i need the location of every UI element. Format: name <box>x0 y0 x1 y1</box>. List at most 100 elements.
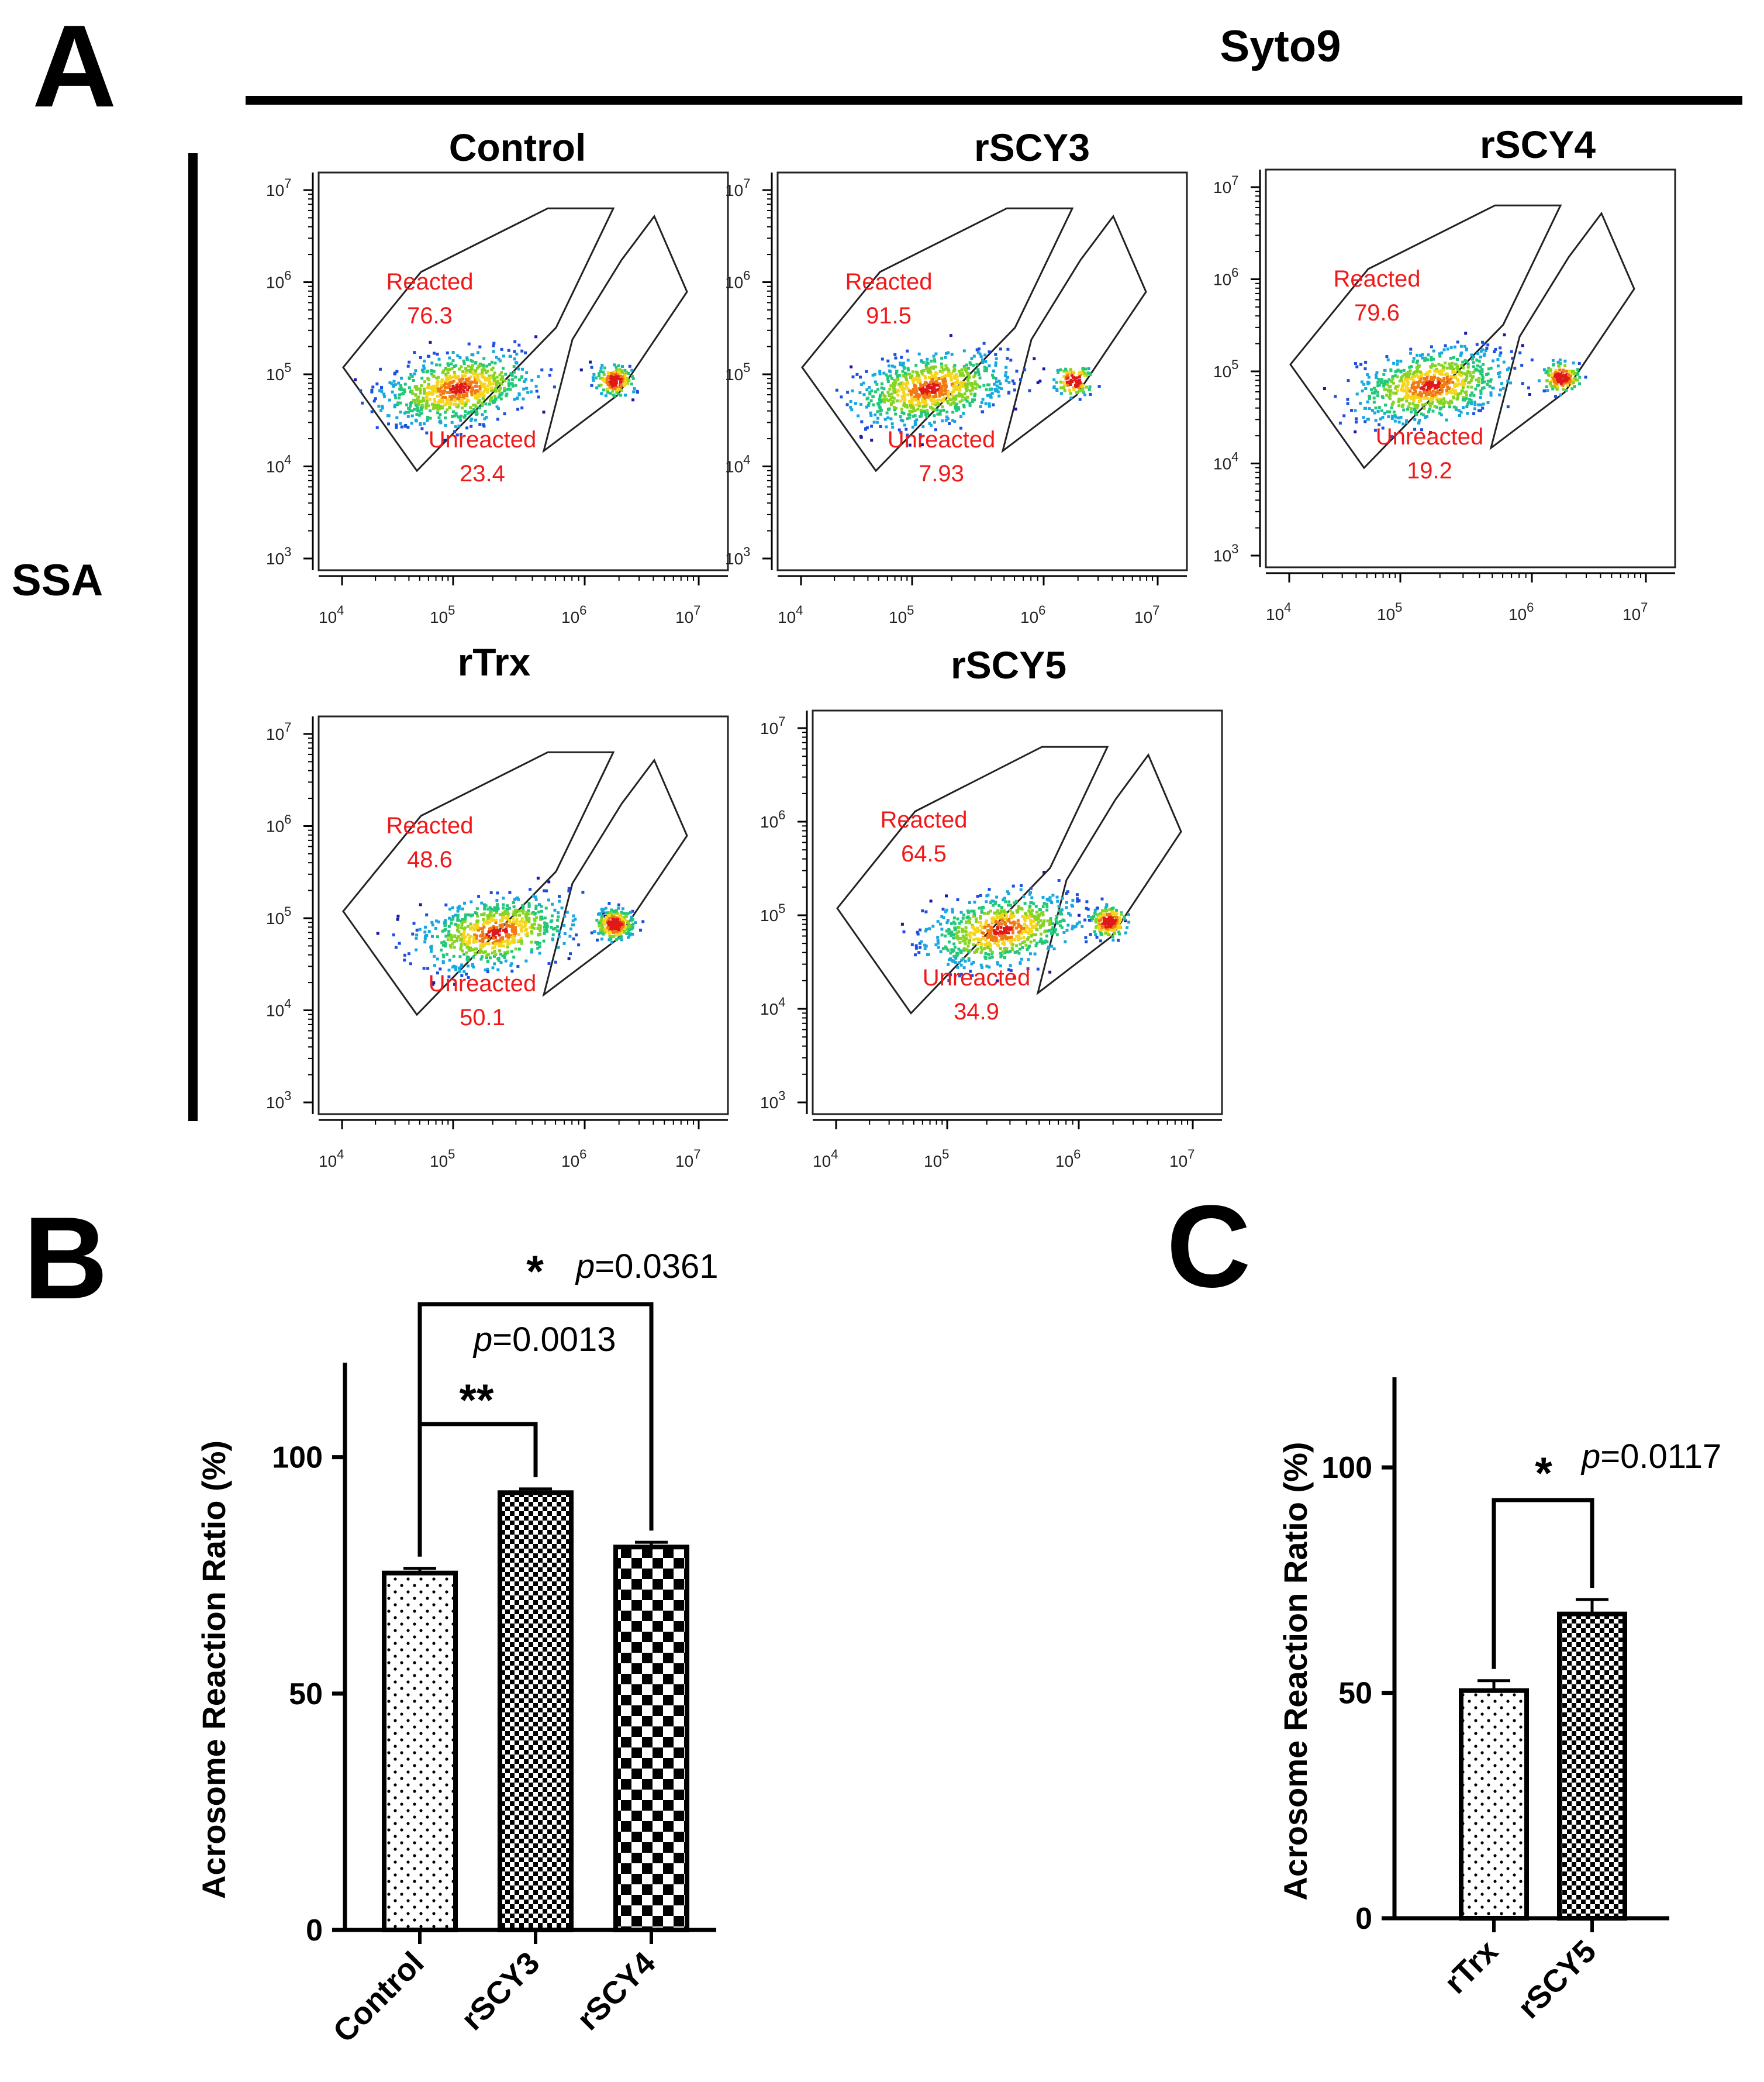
p-value: p=0.0013 <box>472 1321 616 1359</box>
gate-reacted <box>1289 204 1562 470</box>
flow-plot: Control 103 104 105 106 107 104 105 106 107 Reacte… <box>266 126 729 626</box>
y-tick-label: 103 <box>1213 542 1238 565</box>
y-tick-label: 106 <box>760 808 785 831</box>
significance-bracket <box>417 1302 654 1557</box>
y-tick-label: 107 <box>760 714 785 737</box>
x-tick-label: 106 <box>1055 1147 1081 1170</box>
gate-label: Unreacted <box>923 965 1031 991</box>
panel-letter-b: B <box>23 1193 108 1323</box>
x-tick-label: 107 <box>675 1147 700 1170</box>
density-dots <box>376 877 645 986</box>
x-tick-label: 104 <box>778 603 803 626</box>
y-axis-title: Acrosome Reaction Ratio (%) <box>195 1440 232 1899</box>
plot-frame <box>317 715 729 1115</box>
flow-plot-title: rSCY5 <box>951 643 1066 687</box>
y-tick-label: 106 <box>266 268 291 292</box>
gate-percent: 19.2 <box>1407 458 1452 484</box>
gate-percent: 50.1 <box>460 1005 505 1030</box>
x-tick-label: 106 <box>1508 600 1534 623</box>
flow-plot: rSCY5 103 104 105 106 107 104 105 106 107 Reacted 6… <box>760 643 1223 1170</box>
bar-rscy5 <box>1557 1611 1627 1921</box>
flow-plot-title: rSCY3 <box>974 126 1090 169</box>
significance-stars: ** <box>459 1376 494 1425</box>
y-tick-label: 106 <box>725 268 750 292</box>
gate-reacted <box>342 751 615 1016</box>
plot-frame <box>776 171 1188 571</box>
y-tick-label: 105 <box>266 904 291 928</box>
y-tick-label: 103 <box>725 544 750 568</box>
p-value: p=0.0361 <box>575 1247 719 1285</box>
x-category-label: rSCY4 <box>570 1945 662 2037</box>
y-tick-label: 105 <box>725 360 750 384</box>
ssa-header-bar <box>188 153 198 1121</box>
x-category-label: Control <box>326 1945 430 2049</box>
y-tick-label: 104 <box>760 995 785 1018</box>
x-tick-label: 105 <box>430 603 455 626</box>
density-dots <box>1323 332 1587 439</box>
y-tick-label: 105 <box>266 360 291 384</box>
gate-reacted <box>801 207 1074 473</box>
y-tick-label: 0 <box>306 1914 323 1947</box>
y-tick-label: 104 <box>725 453 750 476</box>
bar-control <box>382 1570 458 1932</box>
gate-percent: 91.5 <box>866 303 912 329</box>
significance-bracket <box>1492 1498 1594 1669</box>
gate-label: Reacted <box>881 807 968 833</box>
y-tick-label: 104 <box>266 453 291 476</box>
gate-unreacted <box>1489 211 1635 450</box>
flow-plot: rSCY3 103 104 105 106 107 104 105 106 107 Reacted 9… <box>725 126 1188 626</box>
y-tick-label: 107 <box>1213 173 1238 197</box>
x-tick-label: 107 <box>675 603 700 626</box>
significance-stars: * <box>1535 1449 1552 1498</box>
flow-plot: rSCY4 103 104 105 106 107 104 105 106 107 Reacted 7… <box>1213 123 1676 623</box>
y-tick-label: 105 <box>760 901 785 925</box>
y-tick-label: 103 <box>266 544 291 568</box>
x-category-label: rSCY5 <box>1511 1933 1603 2025</box>
y-tick-label: 107 <box>266 720 291 743</box>
significance-stars: * <box>526 1247 544 1297</box>
ssa-header: SSA <box>12 556 103 605</box>
x-tick-label: 107 <box>1623 600 1648 623</box>
gate-reacted <box>342 207 615 473</box>
y-tick-label: 50 <box>1338 1677 1372 1711</box>
gate-percent: 7.93 <box>919 461 964 487</box>
x-tick-label: 104 <box>319 1147 344 1170</box>
x-tick-label: 105 <box>1377 600 1402 623</box>
y-tick-label: 104 <box>1213 450 1238 473</box>
gate-percent: 48.6 <box>407 847 453 873</box>
y-tick-label: 100 <box>272 1441 323 1475</box>
gate-label: Reacted <box>845 269 933 295</box>
x-tick-label: 104 <box>1266 600 1291 623</box>
y-tick-label: 0 <box>1355 1902 1372 1936</box>
gate-label: Unreacted <box>429 427 537 453</box>
density-dots <box>835 334 1101 447</box>
gate-label: Reacted <box>386 813 474 839</box>
p-value: p=0.0117 <box>1580 1438 1721 1476</box>
gate-percent: 64.5 <box>901 841 947 867</box>
y-tick-label: 100 <box>1321 1451 1372 1485</box>
y-tick-label: 107 <box>266 176 291 199</box>
gate-label: Unreacted <box>429 971 537 997</box>
bar-rscy3 <box>498 1490 574 1933</box>
flow-plot-title: rTrx <box>458 640 531 684</box>
chart-b: 0 50 100 Acrosome Reaction Ratio (%) Control… <box>195 1247 719 2049</box>
density-dots <box>354 335 639 442</box>
plot-frame <box>1265 168 1676 568</box>
gate-label: Reacted <box>1334 266 1421 292</box>
y-tick-label: 104 <box>266 997 291 1020</box>
x-tick-label: 104 <box>319 603 344 626</box>
x-category-label: rSCY3 <box>454 1945 546 2037</box>
x-tick-label: 104 <box>813 1147 838 1170</box>
gate-percent: 79.6 <box>1354 300 1400 326</box>
x-tick-label: 105 <box>889 603 914 626</box>
x-tick-label: 106 <box>561 1147 586 1170</box>
x-tick-label: 107 <box>1169 1147 1195 1170</box>
y-tick-label: 106 <box>1213 266 1238 289</box>
panel-letter-a: A <box>32 1 116 132</box>
gate-label: Unreacted <box>888 427 996 453</box>
x-tick-label: 105 <box>924 1147 949 1170</box>
syto9-header: Syto9 <box>1220 22 1341 71</box>
panel-letter-c: C <box>1166 1181 1251 1312</box>
